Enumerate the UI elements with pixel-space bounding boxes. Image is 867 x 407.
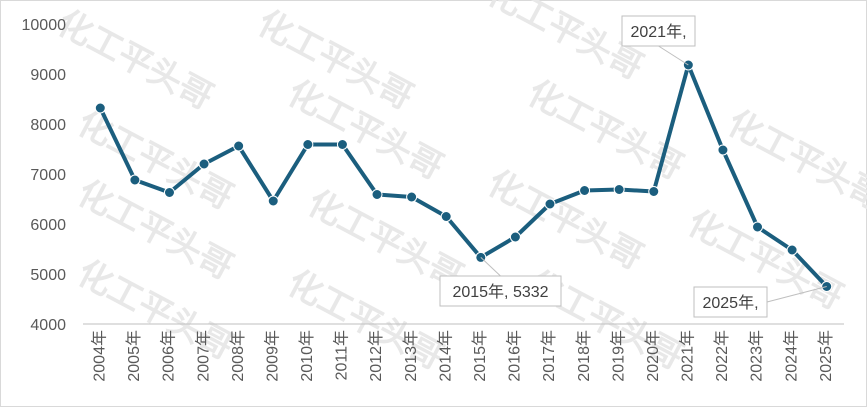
y-tick-label: 7000 (30, 167, 66, 184)
y-tick-label: 10000 (22, 17, 67, 34)
series-layer (94, 59, 833, 292)
x-tick-label: 2009年 (263, 330, 281, 382)
data-point (94, 102, 106, 114)
y-tick-label: 6000 (30, 217, 66, 234)
x-tick-label: 2021年 (679, 330, 697, 382)
y-tick-label: 9000 (30, 67, 66, 84)
data-point (406, 191, 418, 203)
data-point (648, 186, 660, 197)
x-tick-label: 2004年 (91, 330, 109, 382)
x-tick-label: 2024年 (782, 330, 800, 382)
x-tick-label: 2025年 (817, 330, 835, 382)
data-point (752, 221, 764, 233)
data-point (233, 140, 245, 152)
x-tick-label: 2019年 (609, 330, 627, 382)
data-point (198, 158, 210, 170)
data-callout: 2021年, (621, 15, 696, 66)
x-tick-label: 2020年 (644, 330, 662, 382)
x-tick-label: 2023年 (748, 330, 766, 382)
callout-label: 2015年, 5332 (452, 283, 548, 301)
watermark-text: 化工平头哥 (721, 103, 867, 218)
x-tick-label: 2014年 (436, 330, 454, 382)
callout-label: 2021年, (630, 23, 686, 41)
data-point (336, 139, 348, 150)
x-tick-label: 2012年 (367, 330, 385, 382)
x-tick-label: 2018年 (575, 330, 593, 382)
callout-box (693, 286, 768, 318)
data-point (267, 195, 279, 207)
data-point (786, 244, 798, 256)
data-point (163, 187, 175, 198)
data-point (302, 139, 314, 150)
y-tick-label: 4000 (30, 317, 66, 334)
data-callout: 2015年, 5332 (439, 257, 562, 307)
data-point (613, 184, 625, 195)
callout-leader (480, 257, 501, 277)
data-point (509, 231, 521, 243)
callouts: 2015年, 5332 2021年, 2025年, (439, 15, 827, 318)
callout-box (439, 275, 562, 307)
x-tick-label: 2013年 (402, 330, 420, 382)
data-point (579, 185, 591, 196)
callout-leader (766, 286, 827, 303)
x-tick-label: 2016年 (506, 330, 524, 382)
data-callout: 2025年, (693, 286, 827, 318)
watermark-text: 化工平头哥 (481, 163, 650, 278)
x-tick-label: 2010年 (298, 330, 316, 382)
data-point (717, 144, 729, 156)
series-line (98, 63, 829, 289)
data-point (544, 198, 556, 210)
x-tick-label: 2005年 (125, 330, 143, 382)
callout-box (621, 15, 696, 47)
callout-label: 2025年, (702, 294, 758, 312)
data-point (440, 211, 452, 222)
x-tick-label: 2017年 (540, 330, 558, 382)
watermark-text: 化工平头哥 (521, 73, 690, 188)
x-tick-label: 2007年 (194, 330, 212, 382)
x-tick-label: 2022年 (713, 330, 731, 382)
data-point (129, 174, 141, 186)
y-tick-label: 5000 (30, 267, 66, 284)
axes: 4000 5000 6000 7000 8000 9000 10000 2004年 2005年 2… (22, 17, 844, 382)
data-point (371, 189, 383, 200)
callout-leader (658, 45, 689, 66)
x-tick-label: 2006年 (160, 330, 178, 382)
x-tick-label: 2015年 (471, 330, 489, 382)
x-tick-label: 2008年 (229, 330, 247, 382)
watermark-text: 化工平头哥 (51, 3, 220, 118)
y-tick-label: 8000 (30, 117, 66, 134)
x-tick-label: 2011年 (333, 330, 351, 380)
